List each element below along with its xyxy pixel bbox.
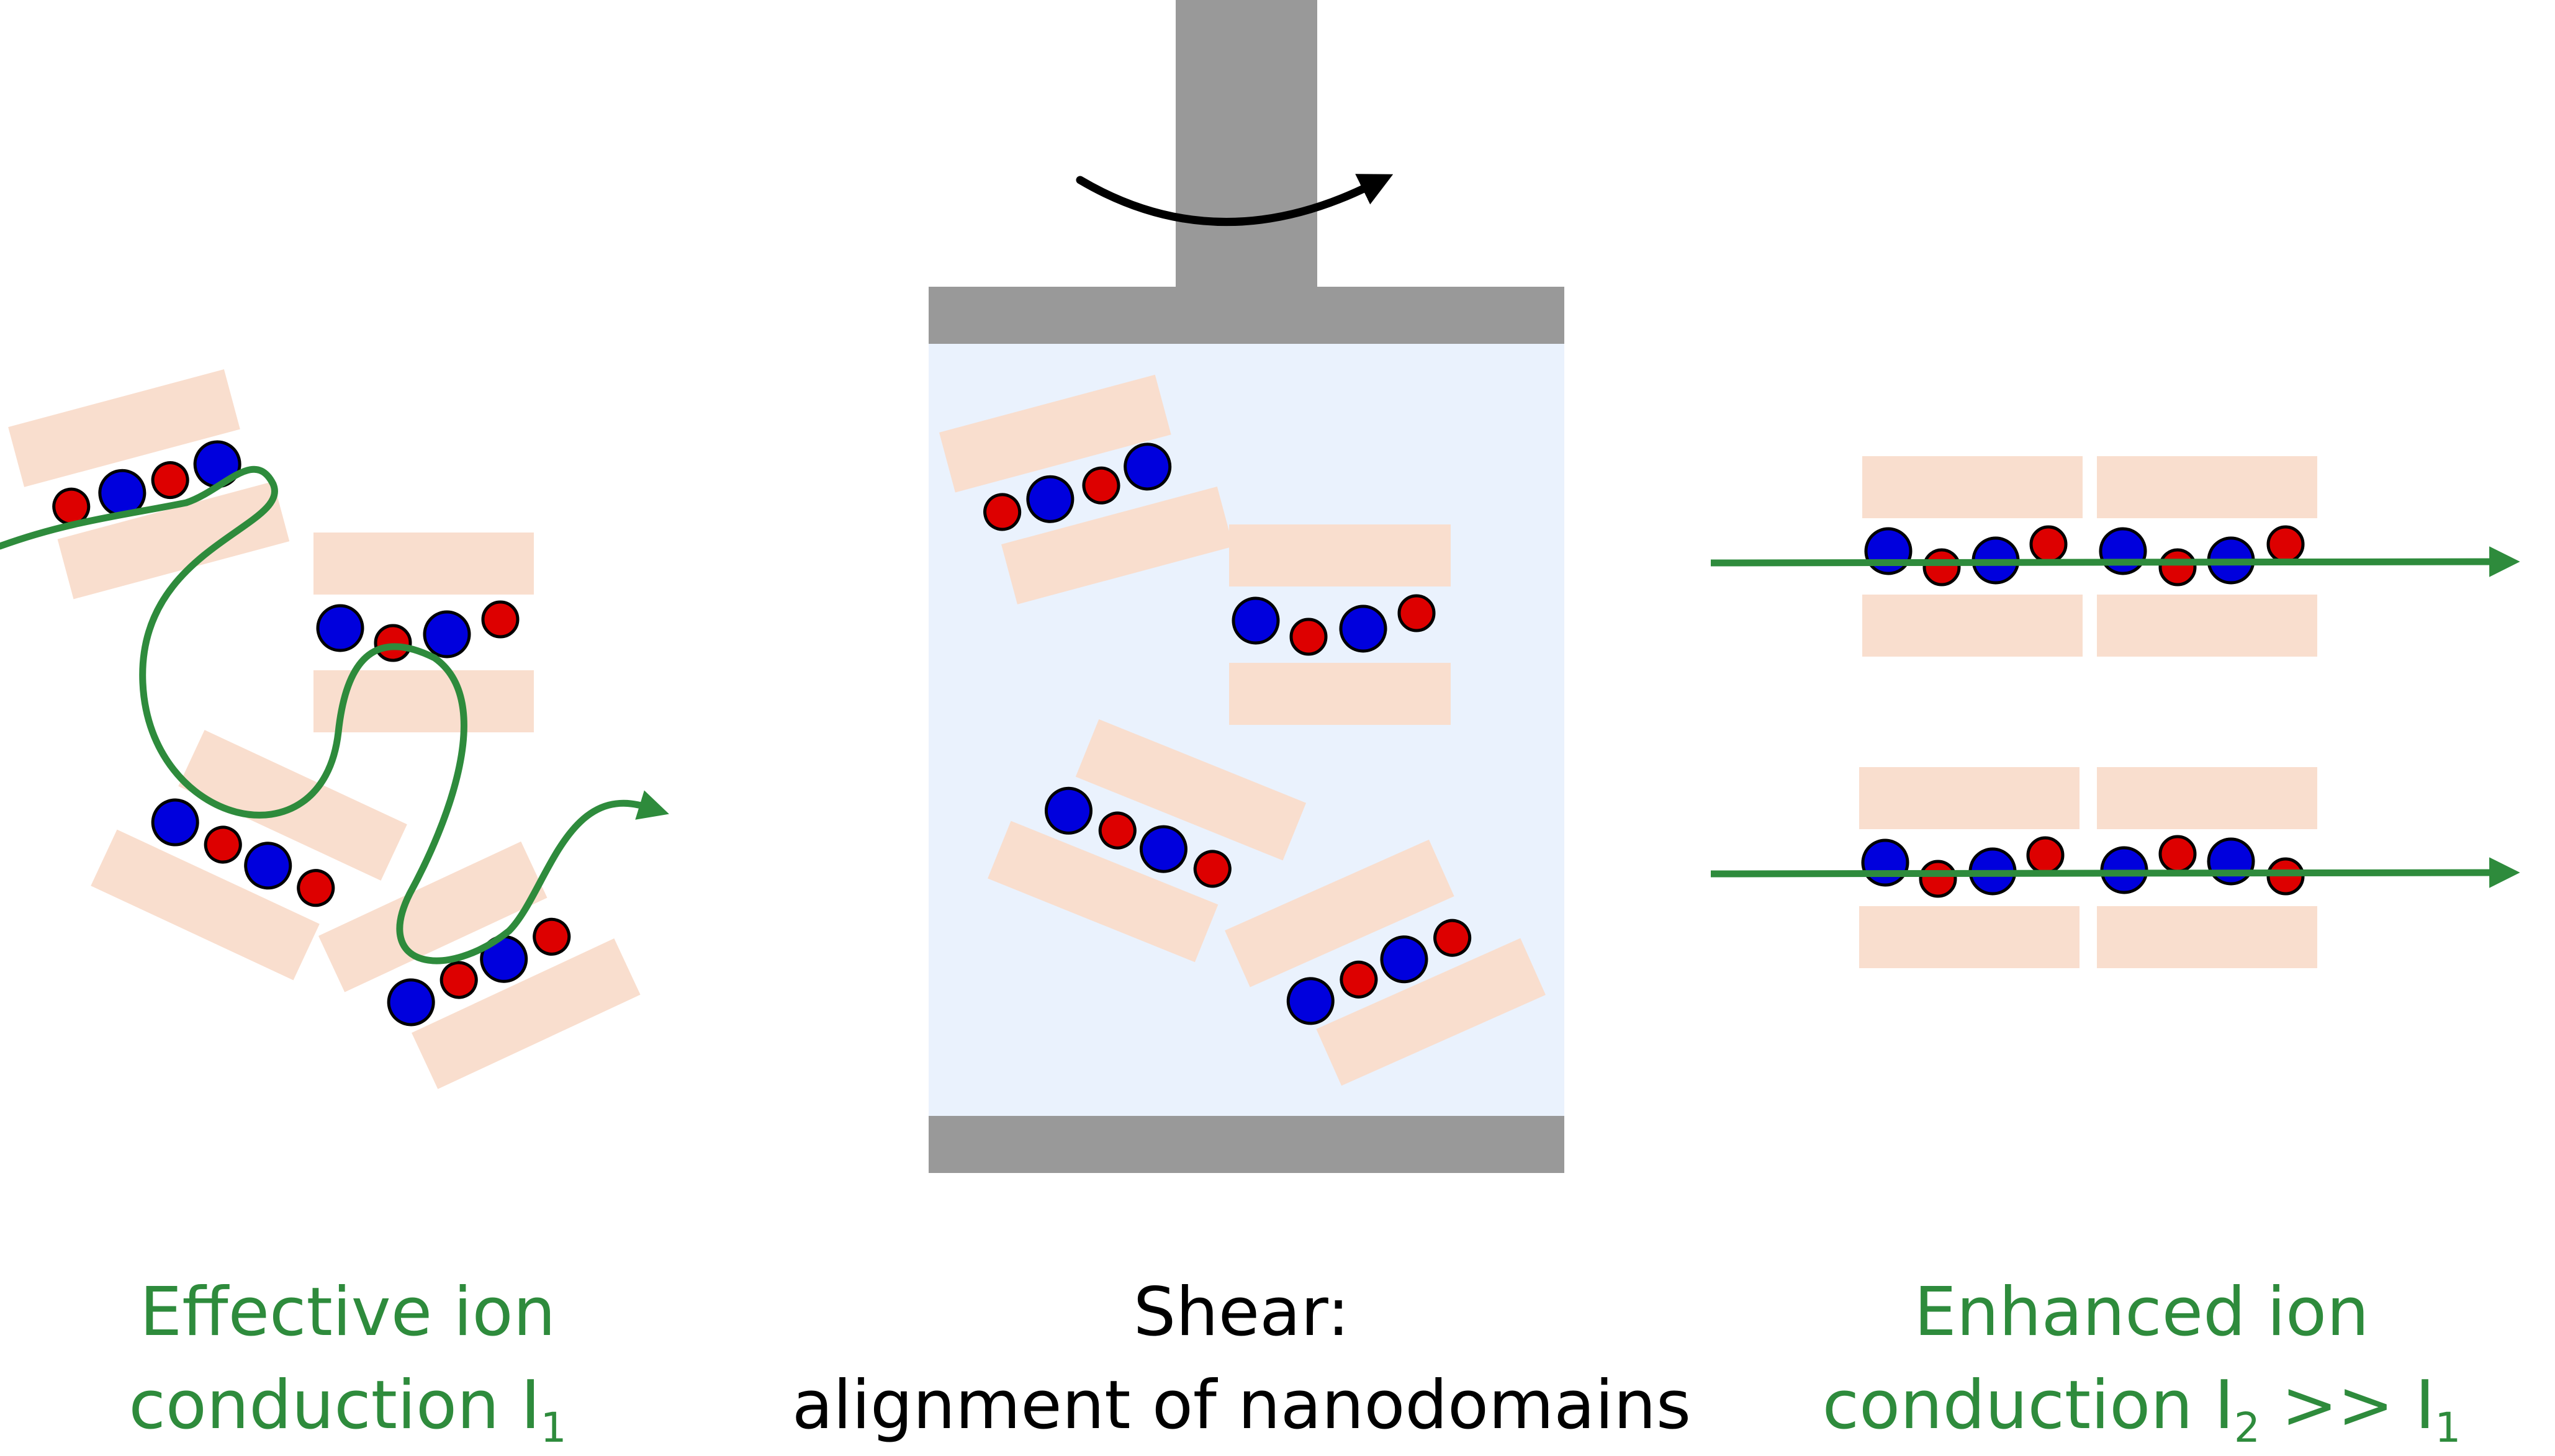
lamella-top — [2097, 456, 2317, 518]
red-ion — [151, 461, 189, 500]
blue-ion — [1286, 977, 1335, 1025]
blue-ion — [1139, 825, 1187, 873]
blue-ion — [1861, 838, 1909, 887]
aligned-domain-row — [1710, 456, 2520, 657]
nanodomain — [8, 369, 290, 600]
red-ion — [983, 493, 1022, 531]
nanodomain — [939, 374, 1233, 604]
blue-ion — [2207, 837, 2255, 886]
red-ion — [533, 917, 571, 956]
lamella-bottom — [2097, 595, 2317, 657]
blue-ion — [1232, 596, 1280, 645]
lamella-bottom — [1859, 906, 2080, 968]
red-ion — [1919, 860, 1957, 898]
red-ion — [1433, 919, 1472, 957]
blue-ion — [1026, 475, 1075, 523]
red-ion — [2158, 548, 2197, 586]
lamella-top — [1225, 839, 1454, 987]
left-caption-text: conduction I — [128, 1367, 541, 1444]
red-ion — [2029, 525, 2068, 564]
right-caption-line2: conduction I2 >> I1 — [1800, 1359, 2483, 1452]
lamella-bottom — [1229, 663, 1451, 725]
middle-panel — [929, 0, 1564, 1173]
rheometer-bottom-plate — [929, 1116, 1564, 1173]
right-caption-subscript-a: 2 — [2233, 1404, 2260, 1452]
red-ion — [1922, 548, 1961, 586]
right-caption-subscript-b: 1 — [2435, 1404, 2461, 1452]
right-panel — [1710, 456, 2520, 968]
blue-ion — [316, 604, 364, 652]
blue-ion — [1339, 604, 1387, 653]
red-ion — [2266, 525, 2305, 564]
right-caption-text-b: >> I — [2260, 1367, 2435, 1444]
nanodomain — [1229, 524, 1451, 725]
lamella-top — [939, 374, 1171, 493]
blue-ion — [244, 842, 292, 890]
nanodomain — [1225, 839, 1546, 1086]
lamella-top — [1229, 524, 1451, 586]
conduction-path-arrow-icon — [0, 465, 669, 964]
lamella-bottom — [91, 829, 320, 981]
left-caption-line1: Effective ion — [139, 1274, 556, 1351]
lamella-bottom — [1316, 938, 1546, 1086]
lamella-top — [1859, 767, 2080, 829]
middle-caption: Shear: alignment of nanodomains — [745, 1266, 1738, 1452]
blue-ion — [1380, 935, 1428, 984]
left-caption-subscript: 1 — [540, 1404, 567, 1452]
lamella-top — [2097, 767, 2317, 829]
blue-ion — [151, 798, 199, 847]
nanodomain — [318, 841, 641, 1089]
left-panel — [0, 369, 669, 1089]
blue-ion — [2099, 527, 2147, 575]
lamella-top — [1075, 719, 1307, 861]
left-caption: Effective ion conduction I1 — [37, 1266, 658, 1452]
middle-caption-line2: alignment of nanodomains — [791, 1367, 1692, 1444]
blue-ion — [423, 610, 471, 658]
red-ion — [1397, 594, 1436, 632]
conduction-path-arrow-icon — [1710, 857, 2520, 888]
lamella-top — [1862, 456, 2083, 518]
blue-ion — [1044, 786, 1093, 835]
rheometer-top-plate — [929, 287, 1564, 344]
blue-ion — [387, 978, 435, 1027]
red-ion — [1082, 466, 1120, 505]
nanodomain — [988, 719, 1307, 963]
conduction-path-arrow-icon — [1710, 546, 2520, 577]
red-ion — [1193, 850, 1232, 888]
red-ion — [1098, 811, 1137, 850]
red-ion — [297, 869, 335, 907]
blue-ion — [1864, 527, 1913, 575]
red-ion — [439, 961, 478, 999]
aligned-domain-row — [1710, 767, 2520, 968]
lamella-top — [313, 533, 534, 595]
red-ion — [1289, 618, 1328, 656]
red-ion — [374, 624, 412, 662]
rheometer-shaft — [1176, 0, 1317, 292]
lamella-bottom — [412, 938, 641, 1089]
right-caption-text-a: conduction I — [1822, 1367, 2234, 1444]
left-caption-line2: conduction I1 — [37, 1359, 658, 1452]
lamella-bottom — [57, 481, 290, 600]
red-ion — [2158, 835, 2197, 873]
lamella-bottom — [2097, 906, 2317, 968]
lamella-bottom — [1001, 486, 1233, 604]
blue-ion — [1124, 443, 1172, 491]
middle-caption-line1: Shear: — [1133, 1274, 1350, 1351]
nanodomain — [313, 533, 534, 732]
lamella-top — [8, 369, 240, 487]
lamella-bottom — [1862, 595, 2083, 657]
red-ion — [1340, 960, 1378, 999]
red-ion — [2026, 836, 2065, 874]
rotation-arrow-icon — [1076, 174, 1394, 227]
right-caption: Enhanced ion conduction I2 >> I1 — [1800, 1266, 2483, 1452]
red-ion — [204, 825, 242, 864]
lamella-top — [318, 841, 548, 992]
right-caption-line1: Enhanced ion — [1914, 1274, 2369, 1351]
lamella-bottom — [988, 820, 1219, 963]
red-ion — [481, 600, 520, 639]
